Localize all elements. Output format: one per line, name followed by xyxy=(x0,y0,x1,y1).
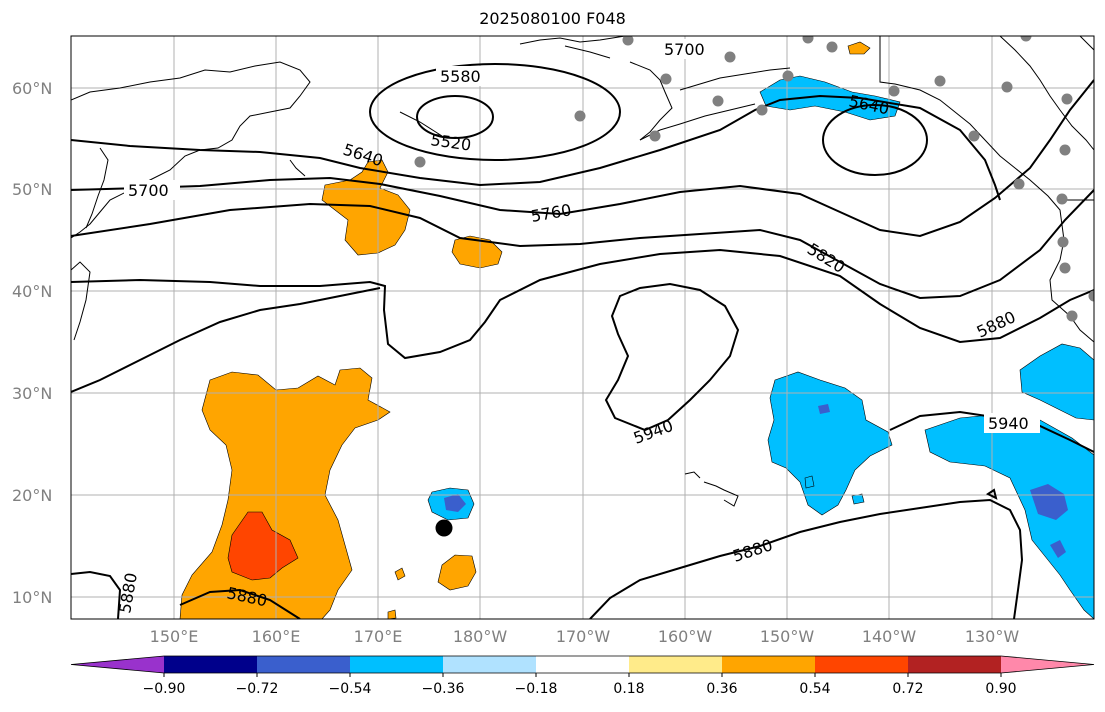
colorbar-tick-label: −0.36 xyxy=(422,681,465,697)
colorbar-swatch xyxy=(815,656,908,673)
colorbar-swatch xyxy=(164,656,257,673)
colorbar: −0.90 −0.72 −0.54 −0.36 −0.18 0.18 0.36 0.54 0.7… xyxy=(70,655,1095,697)
colorbar-swatch xyxy=(257,656,350,673)
colorbar-swatch xyxy=(908,656,1001,673)
lon-tick-label: 140°W xyxy=(862,627,917,646)
map-frame xyxy=(70,35,1095,620)
lon-tick-label: 150°W xyxy=(760,627,815,646)
colorbar-swatch xyxy=(722,656,815,673)
colorbar-swatch xyxy=(1001,656,1094,673)
colorbar-tick-label: −0.54 xyxy=(329,681,372,697)
colorbar-tick-label: −0.18 xyxy=(515,681,558,697)
lat-tick-label: 50°N xyxy=(12,180,52,199)
colorbar-tick-label: 0.54 xyxy=(799,681,830,697)
lon-tick-label: 180°W xyxy=(453,627,508,646)
colorbar-tick-label: 0.72 xyxy=(892,681,923,697)
latitude-axis: 60°N 50°N 40°N 30°N 20°N 10°N xyxy=(12,79,52,607)
lon-tick-label: 170°E xyxy=(354,627,403,646)
lat-tick-label: 60°N xyxy=(12,79,52,98)
lon-tick-label: 160°E xyxy=(252,627,301,646)
colorbar-tick-label: −0.72 xyxy=(236,681,279,697)
anomaly-shading xyxy=(179,41,1094,619)
point-marker xyxy=(435,519,453,537)
colorbar-swatch xyxy=(629,656,722,673)
colorbar-swatch xyxy=(71,656,164,673)
station-markers xyxy=(414,36,1094,322)
contour-label: 5700 xyxy=(664,40,705,59)
lon-tick-label: 170°W xyxy=(556,627,611,646)
colorbar-swatch xyxy=(443,656,536,673)
lat-tick-label: 10°N xyxy=(12,588,52,607)
lat-tick-label: 20°N xyxy=(12,486,52,505)
longitude-axis: 150°E 160°E 170°E 180°W 170°W 160°W 150°… xyxy=(150,627,1020,646)
contour-label: 5940 xyxy=(988,414,1029,433)
graticule xyxy=(71,36,1094,619)
lat-tick-label: 40°N xyxy=(12,282,52,301)
colorbar-tick-label: 0.90 xyxy=(985,681,1016,697)
colorbar-swatch xyxy=(536,656,629,673)
contour-label: 5580 xyxy=(440,67,481,86)
lon-tick-label: 150°E xyxy=(150,627,199,646)
colorbar-swatch xyxy=(350,656,443,673)
colorbar-tick-label: 0.36 xyxy=(706,681,737,697)
lon-tick-label: 130°W xyxy=(965,627,1020,646)
contour-label: 5700 xyxy=(128,181,169,200)
height-contours xyxy=(71,63,1094,619)
colorbar-tick-label: 0.18 xyxy=(613,681,644,697)
colorbar-tick-label: −0.90 xyxy=(143,681,186,697)
map-title: 2025080100 F048 xyxy=(479,9,626,28)
lat-tick-label: 30°N xyxy=(12,384,52,403)
lon-tick-label: 160°W xyxy=(658,627,713,646)
